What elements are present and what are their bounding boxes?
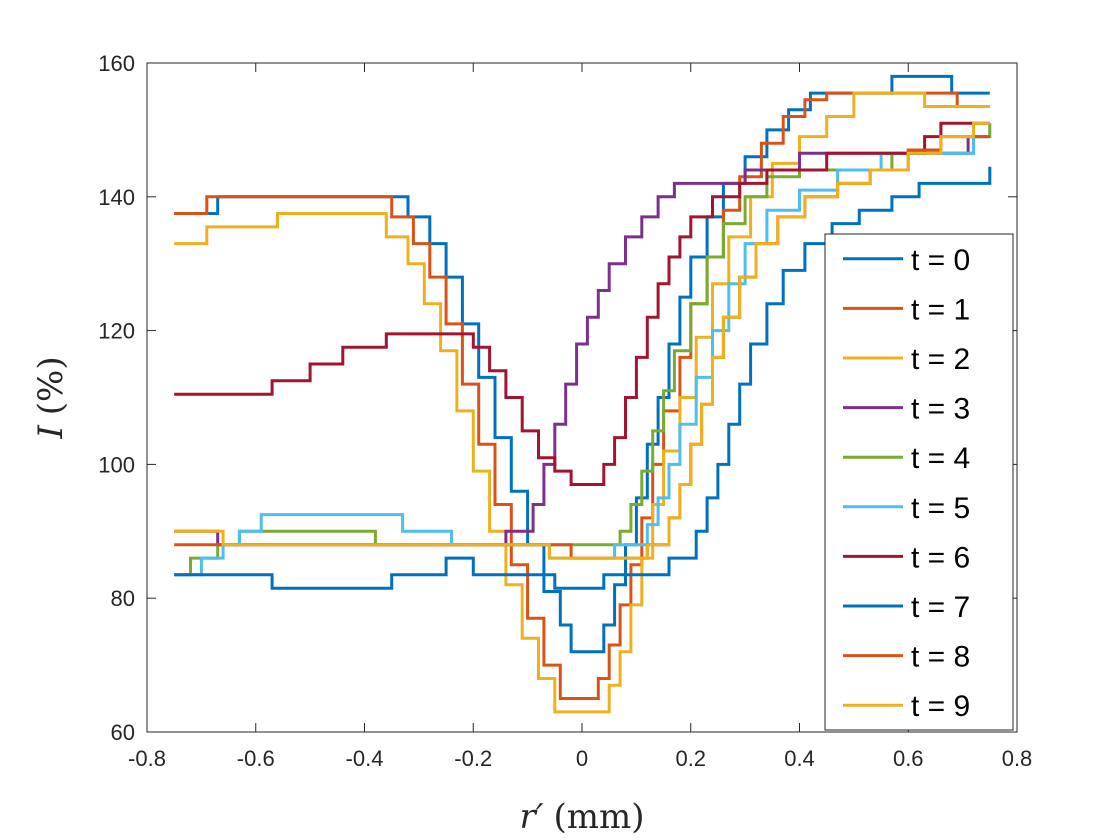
x-axis-label-text: r′ (mm) — [520, 797, 645, 837]
x-tick-label: 0.8 — [1002, 746, 1033, 771]
x-tick-label: -0.4 — [346, 746, 384, 771]
legend-entry-label: t = 8 — [911, 641, 970, 674]
series-line-t9 — [174, 121, 990, 560]
legend-box — [824, 233, 1014, 731]
series-line-t6 — [174, 121, 990, 486]
x-axis-unit: (mm) — [553, 797, 644, 837]
legend-entry-label: t = 2 — [911, 343, 970, 376]
legend-entry-label: t = 1 — [911, 293, 970, 326]
series-line-t5 — [174, 135, 990, 577]
series-line-t3 — [174, 135, 990, 547]
legend-entry-label: t = 3 — [911, 393, 970, 426]
y-tick-label: 160 — [98, 51, 135, 76]
x-tick-label: 0 — [576, 746, 588, 771]
series-line-t2 — [174, 91, 990, 714]
legend: t = 0 t = 1 t = 2 t = 3 t = 4 t = 5 t = 6 t = 7… — [824, 233, 1014, 731]
x-tick-label: 0.6 — [893, 746, 924, 771]
y-axis-label-text: I (%) — [31, 356, 71, 439]
x-tick-label: -0.6 — [237, 746, 275, 771]
y-axis-unit: (%) — [31, 356, 71, 415]
tick-layer: -0.8 -0.6 -0.4 -0.2 0 0.2 0.4 0.6 0.8 60 80 100 120 1… — [98, 51, 1032, 771]
y-axis-symbol: I — [31, 425, 71, 440]
legend-entry-label: t = 7 — [911, 591, 970, 624]
legend-entry-label: t = 6 — [911, 541, 970, 574]
y-tick-label: 80 — [111, 586, 135, 611]
x-axis-label: r′ (mm) — [520, 797, 645, 837]
y-tick-label: 100 — [98, 452, 135, 477]
y-axis-label: I (%) — [31, 356, 71, 439]
series-line-t1 — [174, 91, 990, 700]
x-tick-label: -0.8 — [128, 746, 166, 771]
x-tick-label: 0.4 — [784, 746, 815, 771]
y-tick-label: 60 — [111, 720, 135, 745]
x-tick-label: -0.2 — [454, 746, 492, 771]
series-layer — [174, 74, 992, 714]
legend-entry-label: t = 9 — [911, 690, 970, 723]
legend-entry-label: t = 4 — [911, 442, 970, 475]
y-tick-label: 120 — [98, 319, 135, 344]
x-axis-symbol: r′ — [520, 797, 544, 837]
series-line-t7 — [174, 166, 992, 590]
legend-entry-label: t = 0 — [911, 244, 970, 277]
x-tick-label: 0.2 — [675, 746, 706, 771]
legend-entry-label: t = 5 — [911, 492, 970, 525]
series-line-t0 — [174, 74, 990, 654]
y-tick-label: 140 — [98, 185, 135, 210]
